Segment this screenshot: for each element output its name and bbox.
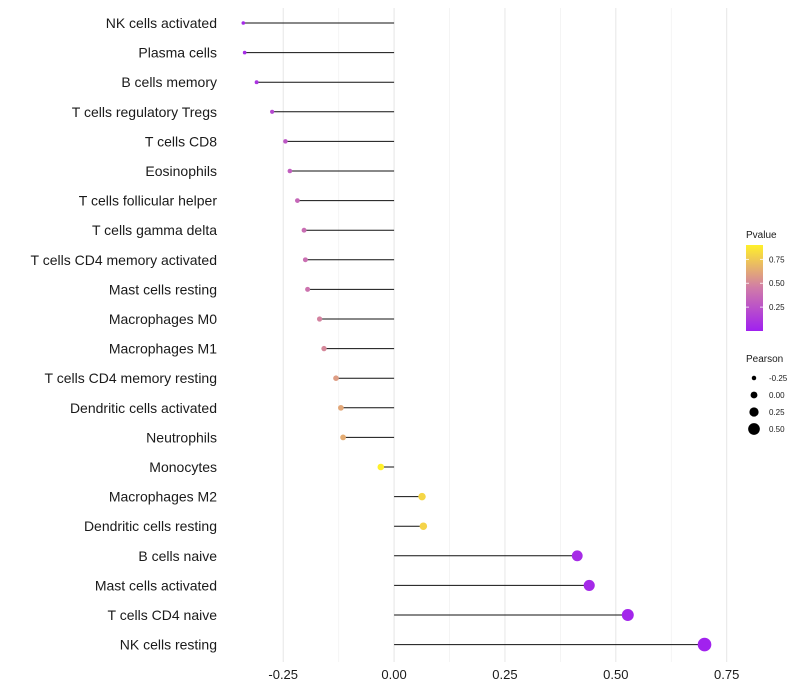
category-label: NK cells activated bbox=[106, 15, 217, 31]
category-labels: NK cells activated Plasma cells B cells me… bbox=[31, 15, 218, 653]
pearson-legend-title: Pearson bbox=[746, 354, 783, 365]
size-legend-key bbox=[748, 423, 760, 435]
lollipop-point bbox=[321, 345, 327, 352]
lollipop-point bbox=[338, 404, 344, 411]
category-label: Macrophages M0 bbox=[109, 311, 217, 327]
size-legend-label: 0.00 bbox=[769, 391, 785, 400]
category-label: Mast cells resting bbox=[109, 281, 217, 297]
lollipop-point bbox=[583, 579, 595, 591]
size-legend-label: -0.25 bbox=[769, 374, 788, 383]
lollipop-point bbox=[418, 492, 426, 501]
lollipop-point bbox=[377, 463, 385, 471]
category-label: T cells CD8 bbox=[145, 133, 217, 149]
category-label: T cells CD4 naive bbox=[108, 607, 218, 623]
category-label: Neutrophils bbox=[146, 429, 217, 445]
category-label: B cells memory bbox=[121, 74, 217, 90]
pvalue-colorbar bbox=[746, 245, 763, 331]
pvalue-legend-title: Pvalue bbox=[746, 230, 777, 241]
lollipop-point bbox=[242, 50, 247, 55]
lollipop-points bbox=[241, 21, 712, 652]
category-label: Macrophages M1 bbox=[109, 341, 217, 357]
pearson-legend: Pearson -0.25 0.00 0.25 0.50 bbox=[746, 354, 788, 435]
lollipop-point bbox=[287, 168, 293, 174]
lollipop-point bbox=[270, 109, 275, 114]
category-label: T cells CD4 memory activated bbox=[31, 252, 217, 268]
lollipop-point bbox=[301, 227, 307, 233]
category-label: Plasma cells bbox=[138, 45, 217, 61]
category-label: Dendritic cells resting bbox=[84, 518, 217, 534]
lollipop-point bbox=[621, 609, 634, 621]
x-tick-label: 0.50 bbox=[603, 667, 628, 682]
size-legend-key bbox=[750, 391, 758, 399]
x-tick-label: 0.25 bbox=[492, 667, 517, 682]
category-label: Eosinophils bbox=[145, 163, 217, 179]
lollipop-point bbox=[302, 257, 308, 263]
category-label: NK cells resting bbox=[120, 637, 217, 653]
category-label: T cells follicular helper bbox=[79, 193, 218, 209]
category-label: Macrophages M2 bbox=[109, 489, 217, 505]
lollipop-point bbox=[571, 550, 583, 562]
category-label: T cells regulatory Tregs bbox=[72, 104, 217, 120]
x-tick-label: 0.00 bbox=[381, 667, 406, 682]
lollipop-point bbox=[419, 522, 428, 530]
x-axis-ticks: -0.25 0.00 0.25 0.50 0.75 bbox=[268, 667, 739, 682]
grid-lines bbox=[282, 8, 728, 662]
lollipop-point bbox=[295, 198, 300, 203]
lollipop-point bbox=[305, 286, 311, 292]
category-label: Mast cells activated bbox=[95, 577, 217, 593]
lollipop-point bbox=[241, 21, 246, 25]
category-label: T cells CD4 memory resting bbox=[45, 370, 217, 386]
size-legend-key bbox=[749, 407, 759, 417]
lollipop-point bbox=[340, 434, 346, 441]
pvalue-legend: Pvalue 0.25 0.50 0.75 bbox=[746, 230, 785, 331]
lollipop-point bbox=[254, 80, 259, 85]
lollipop-stems bbox=[243, 22, 705, 646]
category-label: Dendritic cells activated bbox=[70, 400, 217, 416]
lollipop-point bbox=[697, 637, 712, 652]
colorbar-tick-label: 0.75 bbox=[769, 255, 785, 264]
x-tick-label: 0.75 bbox=[714, 667, 739, 682]
x-tick-label: -0.25 bbox=[268, 667, 298, 682]
colorbar-tick-label: 0.25 bbox=[769, 303, 785, 312]
lollipop-point bbox=[316, 316, 323, 322]
size-legend-label: 0.50 bbox=[769, 425, 785, 434]
category-label: Monocytes bbox=[149, 459, 217, 475]
category-label: T cells gamma delta bbox=[92, 222, 217, 238]
colorbar-tick-label: 0.50 bbox=[769, 279, 785, 288]
lollipop-point bbox=[333, 375, 339, 382]
category-label: B cells naive bbox=[138, 548, 217, 564]
lollipop-point bbox=[283, 139, 288, 144]
size-legend-label: 0.25 bbox=[769, 408, 785, 417]
size-legend-key bbox=[751, 375, 757, 381]
